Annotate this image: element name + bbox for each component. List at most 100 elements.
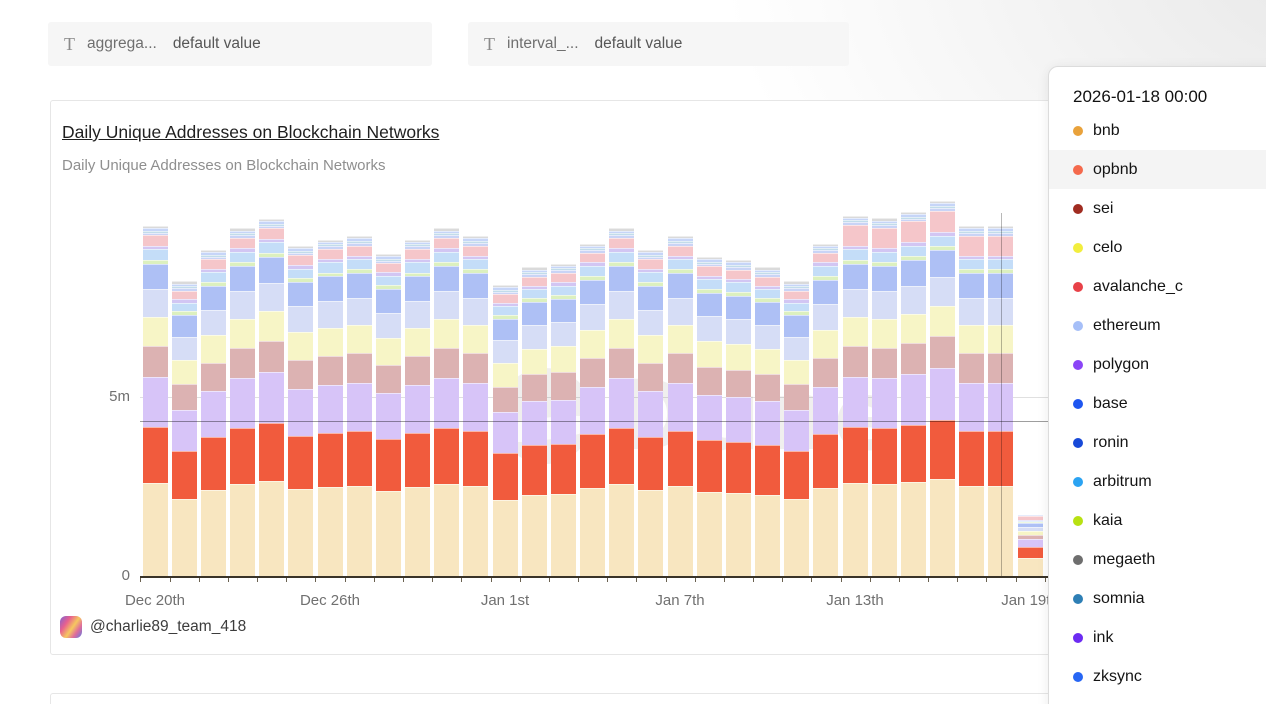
bar-segment-arbitrum: [346, 259, 372, 270]
bar-segment-kaia: [492, 315, 518, 319]
bar-Dec 27[interactable]: [346, 236, 372, 576]
bar-Jan 5[interactable]: [609, 228, 635, 576]
bar-Jan 3[interactable]: [550, 263, 576, 576]
bar-segment-sei: [463, 352, 489, 384]
bar-segment-ink: [959, 255, 985, 260]
bar-Jan 1[interactable]: [492, 285, 518, 576]
bar-segment-base: [959, 273, 985, 299]
bar-Jan 6[interactable]: [638, 249, 664, 576]
bar-Jan 11[interactable]: [784, 281, 810, 576]
bar-segment-kaia: [725, 291, 751, 296]
bar-segment-avalanche_c: [492, 294, 518, 303]
bar-segment-bnb: [317, 487, 343, 576]
bar-Jan 17[interactable]: [959, 226, 985, 576]
bar-segment-zksync: [784, 283, 810, 287]
bar-segment-arbitrum: [550, 285, 576, 296]
bar-Jan 19[interactable]: [1017, 514, 1043, 576]
bar-Dec 30[interactable]: [434, 228, 460, 576]
bar-Jan 12[interactable]: [813, 243, 839, 576]
hover-crosshair-vertical: [1001, 213, 1002, 576]
bar-segment-megaeth: [871, 218, 897, 221]
bar-Dec 21[interactable]: [171, 281, 197, 576]
author-link[interactable]: @charlie89_team_418: [60, 616, 246, 638]
series-color-dot: [1073, 242, 1083, 253]
x-axis-tick: [1015, 578, 1017, 582]
bar-Jan 16[interactable]: [930, 201, 956, 576]
bar-segment-bnb: [405, 487, 430, 576]
bar-segment-avalanche_c: [171, 290, 197, 300]
bar-Dec 28[interactable]: [375, 253, 401, 576]
bar-segment-celo: [171, 359, 197, 385]
x-axis-tick: [753, 578, 754, 582]
bar-Jan 4[interactable]: [580, 243, 605, 576]
series-color-dot: [1073, 398, 1083, 409]
chart-title-link[interactable]: Daily Unique Addresses on Blockchain Net…: [62, 122, 440, 142]
bar-segment-base: [492, 319, 518, 341]
bar-Jan 8[interactable]: [696, 257, 722, 576]
bar-segment-ronin: [930, 208, 956, 211]
bar-segment-zksync: [434, 230, 460, 234]
bar-segment-somnia: [230, 233, 255, 236]
filter-chip-aggregate[interactable]: T aggrega... default value: [48, 22, 432, 66]
bar-segment-ethereum: [259, 283, 285, 312]
bar-segment-megaeth: [521, 267, 547, 270]
bar-segment-bnb: [959, 486, 985, 576]
bar-segment-megaeth: [171, 281, 197, 284]
bar-Dec 31[interactable]: [463, 236, 489, 576]
bar-segment-ronin: [405, 246, 430, 249]
bar-segment-zksync: [463, 238, 489, 241]
tooltip-item-zksync: zksync: [1049, 657, 1266, 696]
bar-Jan 7[interactable]: [667, 236, 693, 576]
x-axis-tick: [957, 578, 959, 582]
bar-segment-sei: [492, 386, 518, 413]
bar-segment-sei: [842, 346, 868, 377]
bar-segment-avalanche_c: [842, 224, 868, 246]
bar-segment-sei: [317, 355, 343, 386]
bar-Jan 10[interactable]: [755, 267, 781, 576]
bar-segment-opbnb: [930, 420, 956, 480]
x-axis-label: Jan 19th: [1001, 592, 1059, 609]
bar-segment-polygon: [521, 401, 547, 445]
filter-chip-interval[interactable]: T interval_... default value: [468, 22, 849, 66]
tooltip-item-polygon: polygon: [1049, 345, 1266, 384]
bar-Jan 15[interactable]: [900, 212, 926, 576]
bar-segment-avalanche_c: [375, 263, 401, 273]
bar-Dec 22[interactable]: [200, 249, 226, 576]
bar-segment-avalanche_c: [142, 235, 168, 246]
bar-segment-zksync: [755, 269, 781, 273]
bar-segment-polygon: [900, 374, 926, 425]
bar-Dec 29[interactable]: [405, 239, 430, 576]
bar-segment-ethereum: [346, 298, 372, 325]
bar-segment-avalanche_c: [259, 228, 285, 239]
bar-segment-celo: [609, 318, 635, 348]
bar-Dec 23[interactable]: [230, 228, 255, 576]
bar-segment-somnia: [142, 230, 168, 233]
bar-segment-celo: [288, 332, 314, 360]
bar-Dec 25[interactable]: [288, 246, 314, 576]
bar-segment-bnb: [230, 483, 255, 576]
bar-Dec 20[interactable]: [142, 225, 168, 576]
bar-Dec 24[interactable]: [259, 219, 285, 576]
bar-segment-celo: [346, 324, 372, 353]
bar-Jan 2[interactable]: [521, 267, 547, 576]
bar-Jan 14[interactable]: [871, 218, 897, 576]
bar-segment-ink: [755, 285, 781, 290]
series-name: opbnb: [1093, 160, 1138, 178]
bar-segment-arbitrum: [930, 235, 956, 247]
bar-segment-sei: [142, 346, 168, 377]
bar-segment-opbnb: [871, 427, 897, 484]
bar-segment-ink: [813, 262, 839, 267]
bar-Dec 26[interactable]: [317, 239, 343, 576]
bar-segment-avalanche_c: [988, 235, 1014, 256]
bar-segment-bnb: [346, 486, 372, 576]
bar-segment-ink: [842, 245, 868, 250]
x-axis-tick: [257, 578, 259, 582]
series-name: ink: [1093, 628, 1114, 646]
bar-segment-ethereum: [580, 303, 605, 331]
bar-Jan 9[interactable]: [725, 260, 751, 576]
bar-segment-ronin: [288, 252, 314, 256]
filter-label: aggrega...: [87, 35, 157, 52]
bar-Jan 13[interactable]: [842, 215, 868, 576]
bar-Jan 18[interactable]: [988, 226, 1014, 576]
bar-segment-polygon: [784, 409, 810, 452]
